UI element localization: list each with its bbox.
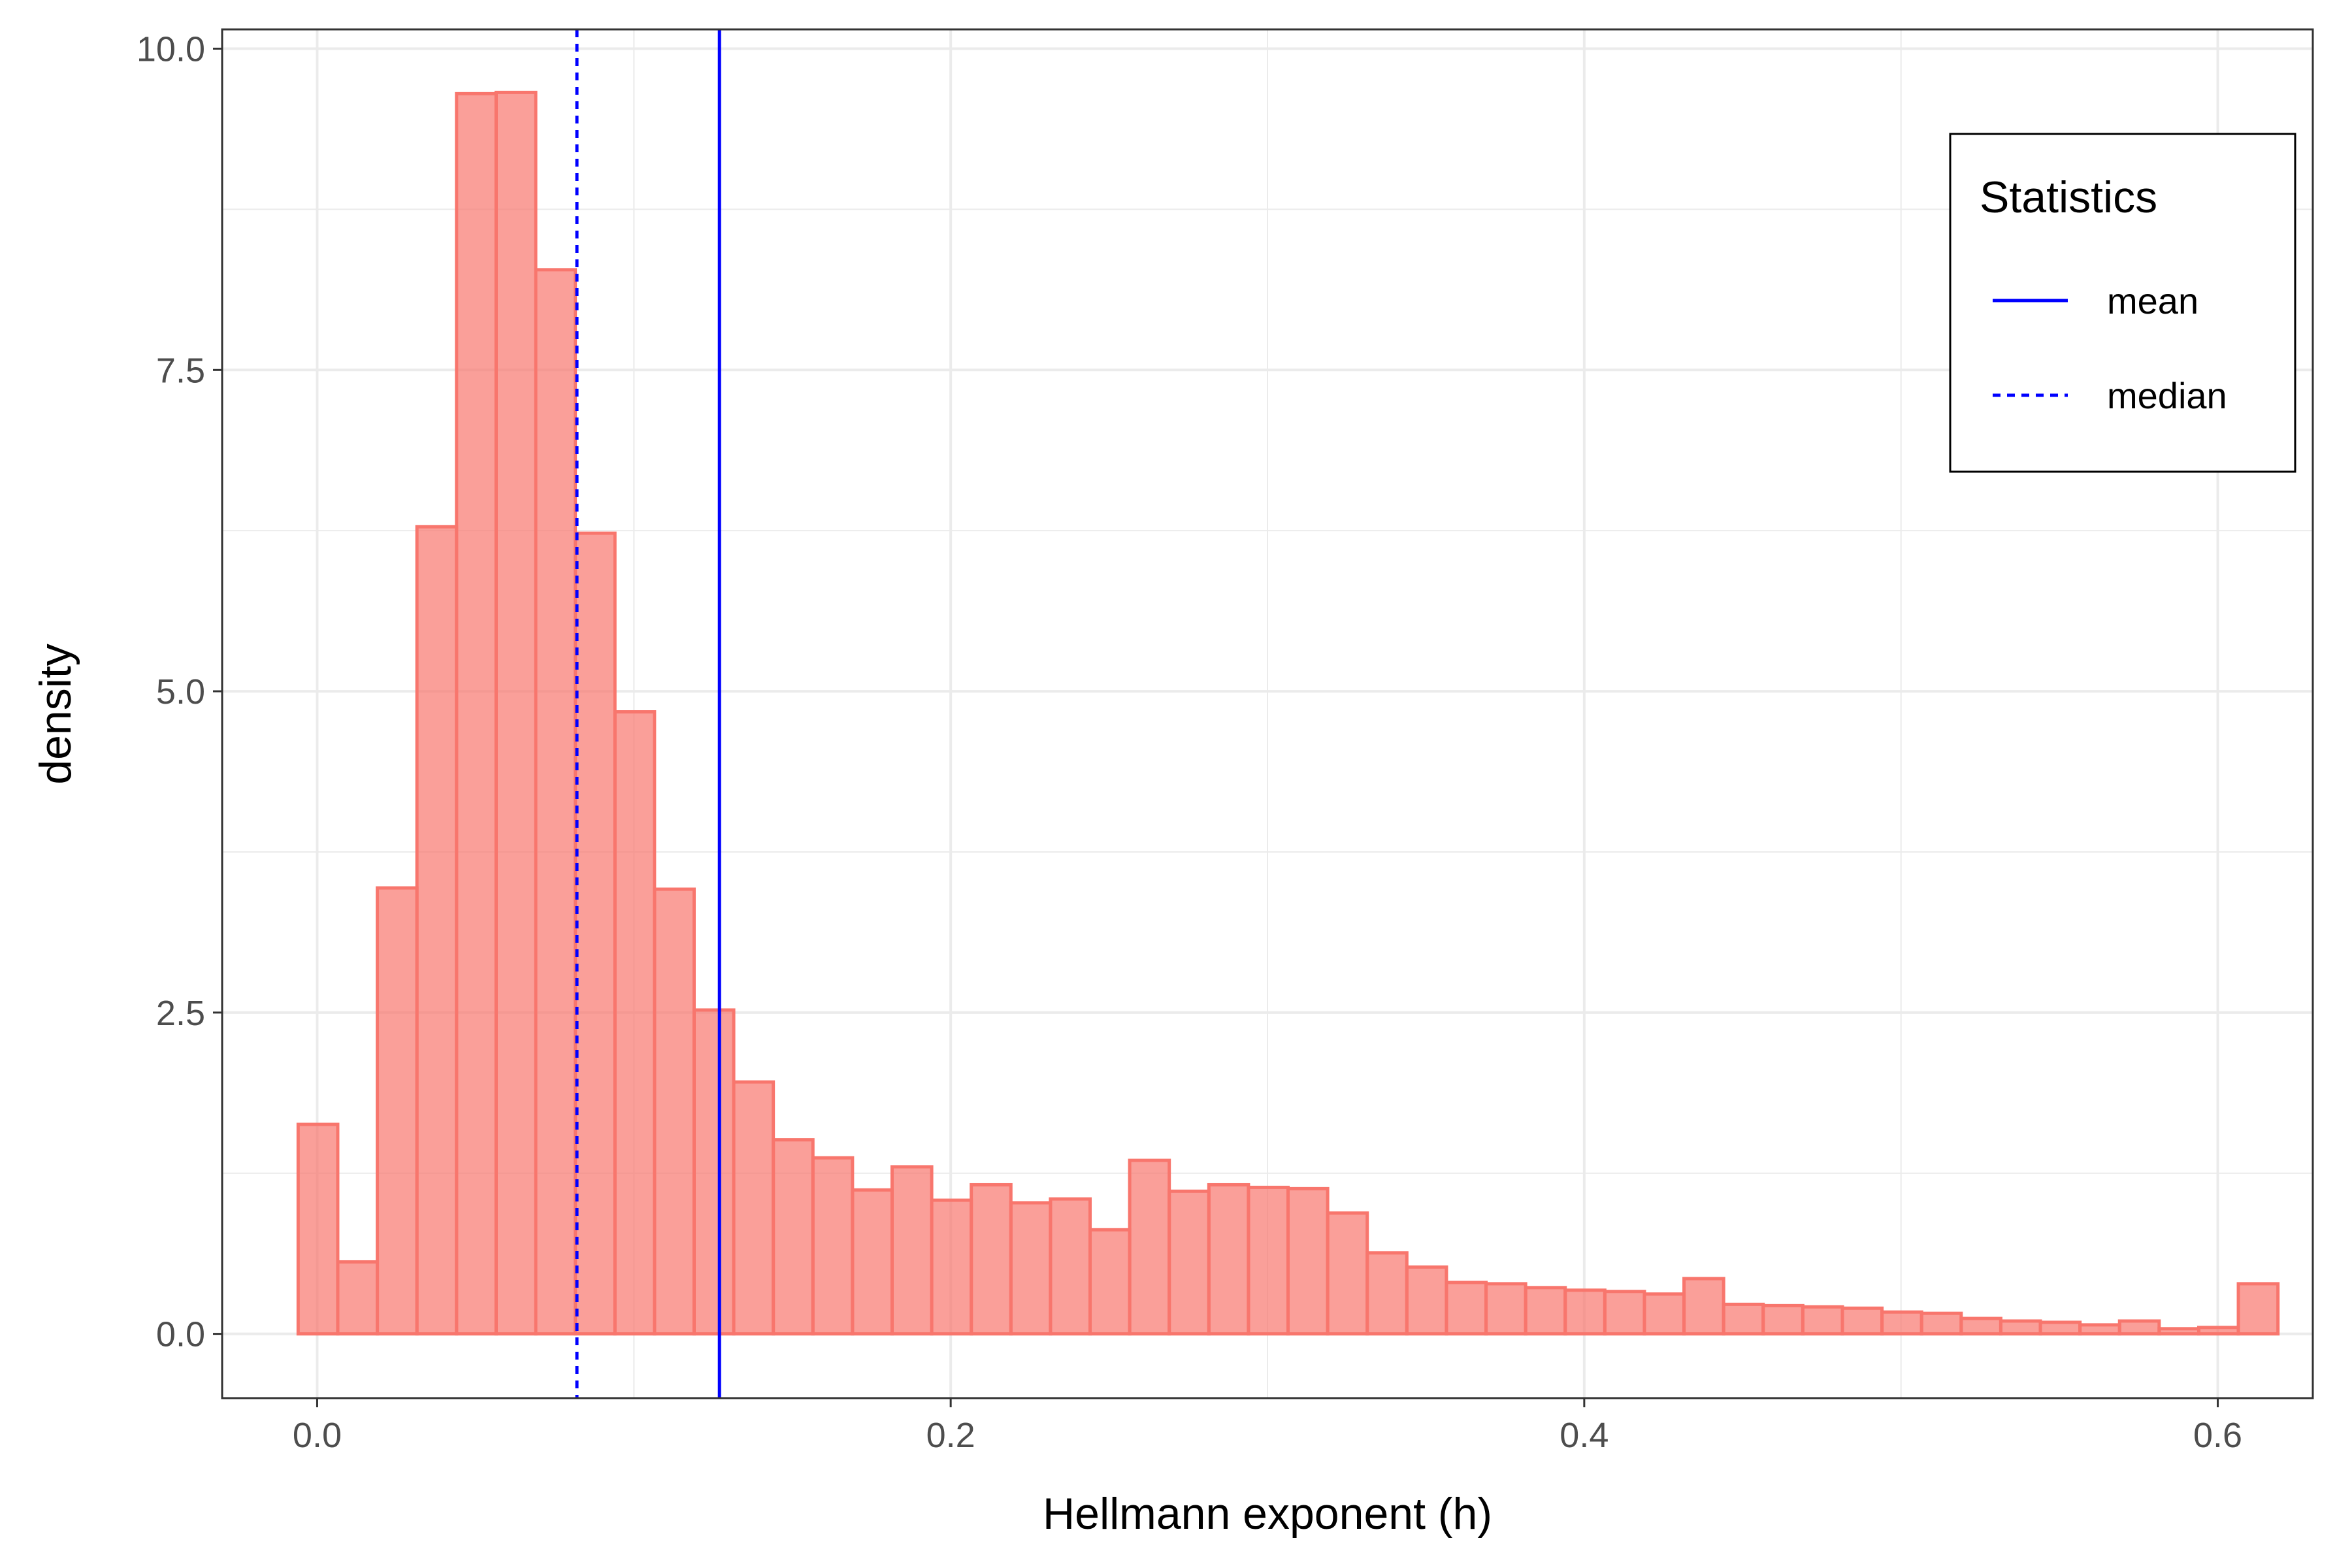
histogram-bar xyxy=(336,1260,380,1336)
histogram-bar xyxy=(494,90,538,1336)
histogram-bar xyxy=(653,887,696,1336)
histogram-bar xyxy=(2197,1326,2240,1336)
histogram-bar xyxy=(1326,1211,1369,1336)
reference-lines xyxy=(575,29,721,1398)
y-axis: 0.0 2.5 5.0 7.5 10.0 xyxy=(137,30,222,1354)
histogram-bar xyxy=(376,886,419,1336)
histogram-bar xyxy=(1642,1292,1686,1336)
histogram-bar xyxy=(1049,1197,1092,1336)
histogram-bar xyxy=(811,1156,855,1336)
legend-label-mean: mean xyxy=(2107,280,2198,321)
legend: Statistics mean median xyxy=(1949,133,2296,473)
histogram-bar xyxy=(772,1138,815,1336)
histogram-bar xyxy=(1128,1158,1171,1336)
histogram-bar xyxy=(1682,1277,1725,1336)
histogram-bar xyxy=(534,268,578,1336)
histogram-bar xyxy=(970,1183,1013,1336)
histogram-bar xyxy=(455,91,498,1336)
histogram-bar xyxy=(1959,1316,2002,1336)
y-tick-label: 5.0 xyxy=(156,672,205,711)
plot-panel-border xyxy=(221,28,2314,1399)
grid xyxy=(222,29,2313,1398)
histogram-bar xyxy=(1919,1311,1963,1336)
histogram-bar xyxy=(692,1008,736,1336)
y-axis-title: density xyxy=(31,644,80,784)
x-tick-label: 0.2 xyxy=(926,1416,975,1455)
histogram-bar xyxy=(1603,1290,1646,1336)
histogram-bar xyxy=(1484,1282,1527,1336)
histogram-bar xyxy=(1761,1303,1805,1336)
x-axis: 0.0 0.2 0.4 0.6 xyxy=(293,1398,2242,1455)
histogram-bar xyxy=(2117,1319,2161,1336)
y-tick-label: 10.0 xyxy=(137,30,205,69)
histogram-bar xyxy=(1563,1288,1607,1336)
histogram-bar xyxy=(732,1080,776,1336)
x-tick-label: 0.6 xyxy=(2193,1416,2242,1455)
y-tick-label: 7.5 xyxy=(156,351,205,390)
legend-box xyxy=(1949,133,2296,473)
histogram-bar xyxy=(1088,1228,1132,1336)
histogram-bar xyxy=(1286,1186,1330,1336)
histogram-bar xyxy=(2038,1320,2082,1336)
histogram-bar xyxy=(1009,1201,1053,1336)
x-tick-label: 0.4 xyxy=(1560,1416,1609,1455)
histogram-bar xyxy=(415,525,459,1336)
histogram-bar xyxy=(1880,1310,1923,1336)
histogram-bar xyxy=(2157,1327,2200,1336)
histogram-bar xyxy=(930,1198,973,1336)
histogram-bar xyxy=(1365,1251,1409,1336)
histogram-bar xyxy=(1445,1281,1488,1336)
histogram-bar xyxy=(1207,1183,1250,1336)
x-axis-title: Hellmann exponent (h) xyxy=(1043,1489,1492,1539)
x-tick-label: 0.0 xyxy=(293,1416,342,1455)
histogram-bar xyxy=(574,531,617,1336)
histogram-bar xyxy=(890,1165,934,1336)
legend-title: Statistics xyxy=(1980,172,2157,222)
histogram-bar xyxy=(296,1122,340,1336)
histogram-bars xyxy=(296,90,2280,1336)
y-tick-label: 2.5 xyxy=(156,994,205,1033)
histogram-bar xyxy=(1247,1185,1290,1336)
histogram-bar xyxy=(1999,1319,2042,1336)
histogram-bar xyxy=(1524,1286,1567,1336)
histogram-bar xyxy=(2236,1282,2280,1336)
histogram-bar xyxy=(1722,1302,1765,1336)
histogram-bar xyxy=(2078,1323,2121,1336)
histogram-bar xyxy=(1840,1306,1884,1336)
histogram-bar xyxy=(1168,1189,1211,1336)
legend-label-median: median xyxy=(2107,375,2227,416)
histogram-bar xyxy=(613,710,657,1336)
histogram-bar xyxy=(851,1188,894,1336)
y-tick-label: 0.0 xyxy=(156,1315,205,1354)
histogram-bar xyxy=(1405,1265,1448,1336)
histogram-bar xyxy=(1801,1305,1844,1336)
